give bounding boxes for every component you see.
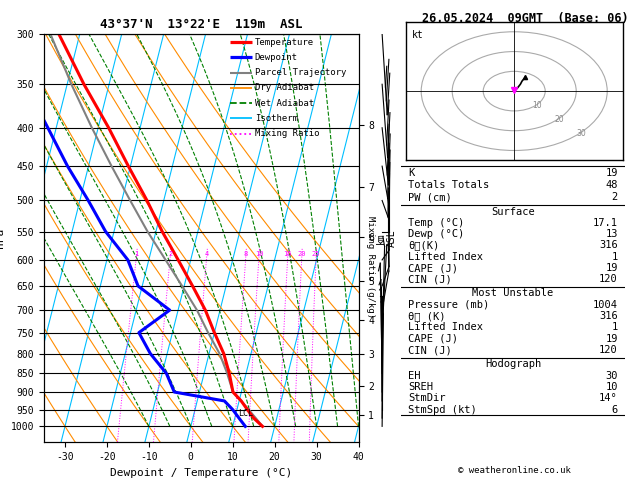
- Text: CAPE (J): CAPE (J): [408, 263, 458, 273]
- Text: 120: 120: [599, 275, 618, 284]
- Text: 13: 13: [605, 229, 618, 239]
- Text: kt: kt: [412, 30, 424, 40]
- Text: Lifted Index: Lifted Index: [408, 323, 483, 332]
- Text: 19: 19: [605, 334, 618, 344]
- Text: SREH: SREH: [408, 382, 433, 392]
- Text: CIN (J): CIN (J): [408, 275, 452, 284]
- Text: 4: 4: [204, 251, 209, 257]
- Text: K: K: [408, 168, 415, 178]
- Text: θᴁ (K): θᴁ (K): [408, 311, 445, 321]
- Text: EH: EH: [408, 371, 421, 381]
- Text: 14°: 14°: [599, 393, 618, 403]
- Text: 30: 30: [605, 371, 618, 381]
- Text: 1: 1: [611, 252, 618, 261]
- Text: © weatheronline.co.uk: © weatheronline.co.uk: [458, 466, 571, 475]
- Text: 48: 48: [605, 180, 618, 190]
- Text: 16: 16: [284, 251, 292, 257]
- Text: 30: 30: [576, 129, 586, 139]
- Text: Isotherm: Isotherm: [255, 114, 298, 123]
- Text: 25: 25: [312, 251, 320, 257]
- Text: 10: 10: [605, 382, 618, 392]
- Title: 43°37'N  13°22'E  119m  ASL: 43°37'N 13°22'E 119m ASL: [100, 18, 303, 32]
- Text: 20: 20: [298, 251, 306, 257]
- Text: 2: 2: [611, 192, 618, 202]
- Text: 1: 1: [611, 323, 618, 332]
- Text: 19: 19: [605, 263, 618, 273]
- Text: 120: 120: [599, 345, 618, 355]
- Text: Most Unstable: Most Unstable: [472, 288, 554, 298]
- Text: Totals Totals: Totals Totals: [408, 180, 489, 190]
- Text: Lifted Index: Lifted Index: [408, 252, 483, 261]
- Text: Parcel Trajectory: Parcel Trajectory: [255, 68, 346, 77]
- Text: Wet Adiabat: Wet Adiabat: [255, 99, 314, 108]
- Y-axis label: km
ASL: km ASL: [376, 229, 397, 247]
- Text: 2: 2: [168, 251, 172, 257]
- Text: Dewpoint: Dewpoint: [255, 53, 298, 62]
- Text: StmSpd (kt): StmSpd (kt): [408, 405, 477, 415]
- Text: Mixing Ratio (g/kg): Mixing Ratio (g/kg): [366, 216, 375, 318]
- Text: CAPE (J): CAPE (J): [408, 334, 458, 344]
- Text: Surface: Surface: [491, 207, 535, 217]
- Text: 10: 10: [532, 101, 542, 110]
- Text: StmDir: StmDir: [408, 393, 445, 403]
- Text: PW (cm): PW (cm): [408, 192, 452, 202]
- Text: 6: 6: [611, 405, 618, 415]
- X-axis label: Dewpoint / Temperature (°C): Dewpoint / Temperature (°C): [110, 468, 292, 478]
- Text: 8: 8: [243, 251, 248, 257]
- Text: 20: 20: [554, 115, 564, 124]
- Text: 19: 19: [605, 168, 618, 178]
- Text: 17.1: 17.1: [593, 218, 618, 227]
- Text: Temp (°C): Temp (°C): [408, 218, 464, 227]
- Text: 316: 316: [599, 240, 618, 250]
- Text: θᴁ(K): θᴁ(K): [408, 240, 439, 250]
- Text: CIN (J): CIN (J): [408, 345, 452, 355]
- Text: 26.05.2024  09GMT  (Base: 06): 26.05.2024 09GMT (Base: 06): [422, 12, 628, 25]
- Text: Mixing Ratio: Mixing Ratio: [255, 129, 320, 138]
- Y-axis label: hPa: hPa: [0, 228, 5, 248]
- Text: 10: 10: [255, 251, 263, 257]
- Text: Dry Adiabat: Dry Adiabat: [255, 84, 314, 92]
- Text: LCL: LCL: [238, 409, 253, 418]
- Text: Temperature: Temperature: [255, 37, 314, 47]
- Text: 316: 316: [599, 311, 618, 321]
- Text: Dewp (°C): Dewp (°C): [408, 229, 464, 239]
- Text: 1004: 1004: [593, 300, 618, 310]
- Text: Pressure (mb): Pressure (mb): [408, 300, 489, 310]
- Text: Hodograph: Hodograph: [485, 359, 541, 369]
- Text: 1: 1: [134, 251, 138, 257]
